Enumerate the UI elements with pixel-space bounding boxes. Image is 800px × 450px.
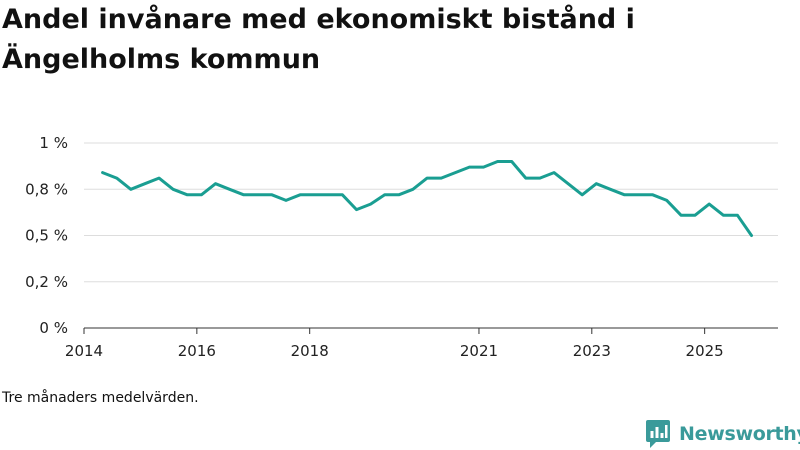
- x-axis: [83, 327, 778, 334]
- line-chart: 0 %0,2 %0,5 %0,8 %1 % 2014 2016 2018 2021 20…: [25, 134, 778, 360]
- x-axis-labels: 2014 2016 2018 2021 2023 2025: [65, 342, 724, 360]
- x-tick-label: 2018: [291, 342, 329, 360]
- chart-title: Andel invånare med ekonomiskt bistånd i …: [2, 4, 635, 75]
- data-point: [750, 234, 753, 237]
- data-point: [411, 188, 415, 191]
- data-point: [341, 193, 344, 196]
- data-point: [200, 193, 203, 196]
- data-point: [693, 214, 697, 217]
- data-point: [609, 188, 612, 191]
- data-point: [115, 176, 118, 180]
- data-point: [171, 188, 175, 191]
- data-point: [284, 199, 288, 202]
- data-point: [298, 193, 302, 196]
- x-tick-label: 2016: [178, 342, 216, 360]
- data-point: [496, 160, 499, 163]
- data-point: [313, 193, 316, 196]
- x-tick-label: 2014: [65, 342, 103, 360]
- y-tick-label: 0,5 %: [25, 227, 68, 245]
- data-point: [242, 193, 245, 196]
- data-point: [214, 182, 217, 185]
- data-point: [595, 182, 598, 185]
- y-tick-label: 0,8 %: [25, 180, 68, 198]
- data-point: [355, 208, 358, 211]
- data-point: [482, 165, 485, 169]
- x-tick-label: 2023: [573, 342, 611, 360]
- y-tick-label: 1 %: [39, 134, 68, 152]
- data-point: [651, 193, 654, 196]
- data-point: [369, 202, 372, 206]
- series: [101, 160, 753, 237]
- data-point: [327, 193, 330, 196]
- data-point: [637, 193, 640, 196]
- data-point: [397, 193, 400, 196]
- brand-name: Newsworthy: [679, 423, 800, 445]
- newsworthy-logo-icon: [646, 420, 670, 448]
- data-point: [256, 193, 259, 196]
- chart-caption: Tre månaders medelvärden.: [2, 390, 199, 406]
- data-point: [736, 214, 739, 217]
- data-point: [186, 193, 189, 196]
- data-point: [538, 176, 542, 180]
- y-tick-label: 0 %: [39, 319, 68, 337]
- brand-logo[interactable]: Newsworthy: [645, 418, 800, 450]
- data-point: [566, 182, 570, 185]
- data-point: [440, 176, 443, 180]
- data-point: [143, 182, 147, 185]
- y-axis-labels: 0 % 0,2 % 0,5 % 0,8 % 1 %: [25, 134, 68, 337]
- grid-lines: [84, 142, 778, 283]
- data-point: [425, 176, 429, 180]
- data-point: [665, 199, 668, 202]
- data-point: [708, 202, 711, 206]
- data-point: [524, 176, 527, 180]
- x-tick-label: 2025: [686, 342, 724, 360]
- data-point: [510, 160, 513, 163]
- y-tick-label: 0,2 %: [25, 273, 68, 291]
- data-point: [228, 188, 231, 191]
- data-point: [552, 171, 556, 174]
- data-point: [581, 193, 584, 196]
- data-point: [157, 176, 161, 180]
- data-point: [383, 193, 386, 196]
- data-point: [270, 193, 274, 196]
- data-point: [722, 214, 725, 217]
- data-point: [468, 165, 471, 169]
- x-tick-label: 2021: [460, 342, 498, 360]
- data-point: [623, 193, 626, 196]
- data-point: [679, 214, 683, 217]
- series-line: [101, 160, 753, 237]
- data-point: [101, 171, 104, 174]
- data-point: [454, 171, 457, 174]
- data-point: [129, 188, 132, 191]
